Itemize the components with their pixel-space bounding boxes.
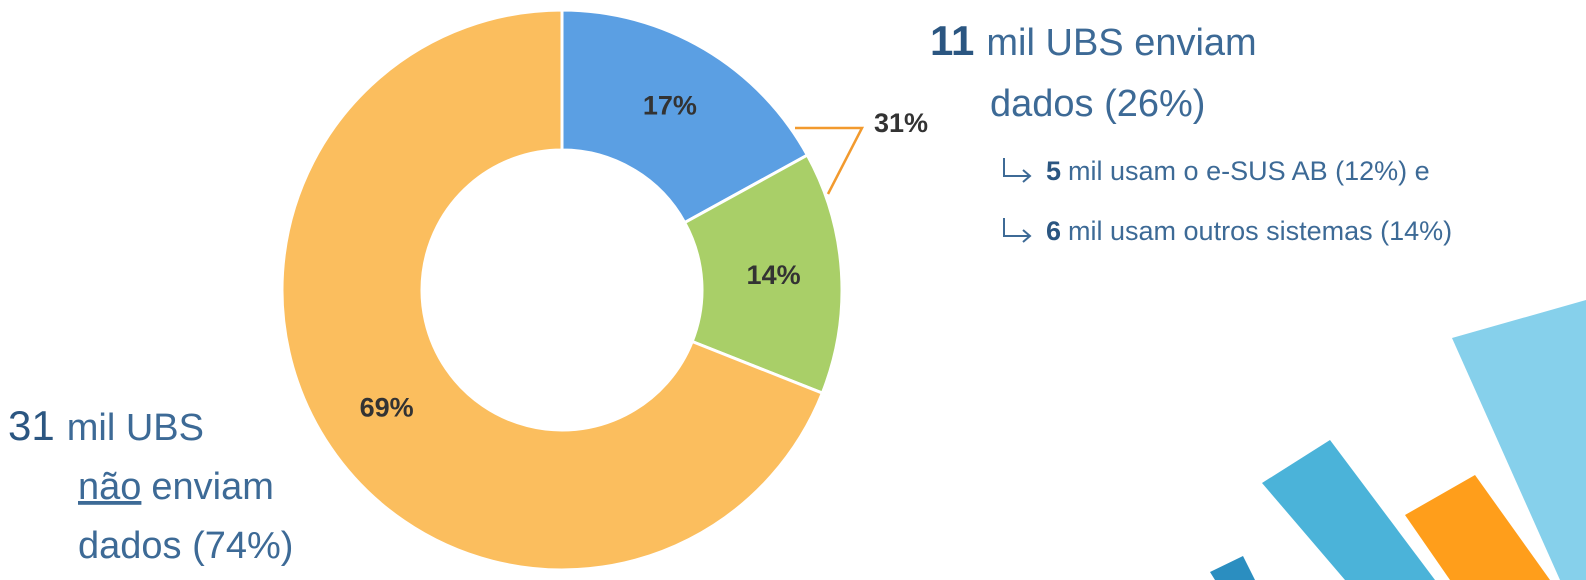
note-line: dados (74%) bbox=[78, 525, 293, 567]
donut: 17% 14% 69% bbox=[282, 10, 842, 570]
note-underlined: não bbox=[78, 466, 141, 508]
value-label: 17% bbox=[643, 91, 697, 121]
arrow-icon bbox=[1004, 218, 1030, 242]
item-count: 5 bbox=[1046, 156, 1061, 186]
note-text: mil UBS bbox=[67, 407, 204, 449]
deco-bar bbox=[1262, 440, 1435, 580]
note-count: 11 bbox=[930, 17, 974, 64]
arrow-icon bbox=[1004, 158, 1030, 182]
page: 17% 14% 69% 31% 11 mil UBS enviam dados (26… bbox=[0, 0, 1586, 580]
item-text: mil usam outros sistemas (14%) bbox=[1068, 216, 1452, 246]
note-line: 11 mil UBS enviam bbox=[930, 17, 1257, 64]
deco-bar bbox=[1210, 556, 1255, 580]
value-label: 69% bbox=[360, 392, 414, 422]
item-text: mil usam o e-SUS AB (12%) e bbox=[1068, 156, 1430, 186]
value-label: 14% bbox=[747, 260, 801, 290]
group-label: 31% bbox=[874, 108, 928, 138]
sending-note: 11 mil UBS enviam dados (26%) bbox=[930, 17, 1257, 125]
note-text: enviam bbox=[151, 466, 274, 508]
note-line: dados (26%) bbox=[990, 83, 1205, 125]
chart: 17% 14% 69% 31% 11 mil UBS enviam dados (26… bbox=[0, 0, 1586, 580]
note-line: 31 mil UBS bbox=[8, 402, 204, 449]
decoration bbox=[1210, 300, 1586, 580]
item-count: 6 bbox=[1046, 216, 1061, 246]
note-count: 31 bbox=[8, 402, 55, 449]
note-text: mil UBS enviam bbox=[986, 22, 1256, 64]
